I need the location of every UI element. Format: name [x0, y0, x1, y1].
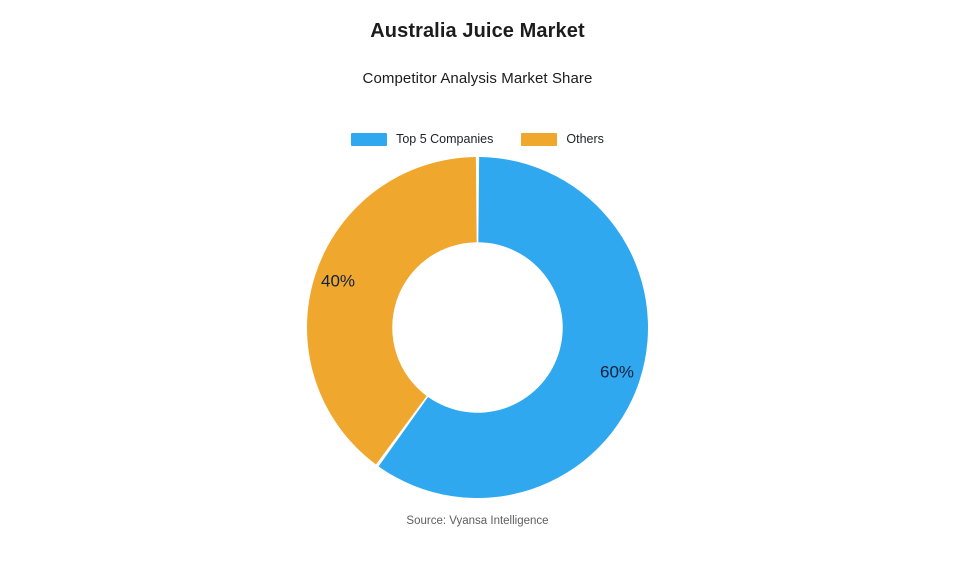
legend-swatch-icon-others	[521, 132, 558, 146]
chart-subtitle: Competitor Analysis Market Share	[362, 70, 593, 87]
legend-item-top-5-companies[interactable]: Top 5 Companies	[351, 130, 493, 148]
donut-slice-top-5-companies[interactable]	[378, 157, 648, 498]
legend-label-top-5-companies: Top 5 Companies	[396, 132, 494, 146]
legend-item-others[interactable]: Others	[521, 130, 604, 148]
donut-chart: 60% 40%	[307, 157, 648, 498]
donut-svg: 60% 40%	[307, 157, 648, 498]
legend-swatch-icon-top-5-companies	[351, 132, 388, 146]
chart-title: Australia Juice Market	[370, 20, 585, 42]
slice-label-top-5-companies: 60%	[600, 362, 634, 381]
donut-slice-others[interactable]	[307, 157, 477, 465]
source-note: Source: Vyansa Intelligence	[406, 515, 549, 527]
chart-legend: Top 5 Companies Others	[0, 130, 955, 148]
slice-label-others: 40%	[321, 272, 355, 291]
legend-label-others: Others	[566, 132, 604, 146]
